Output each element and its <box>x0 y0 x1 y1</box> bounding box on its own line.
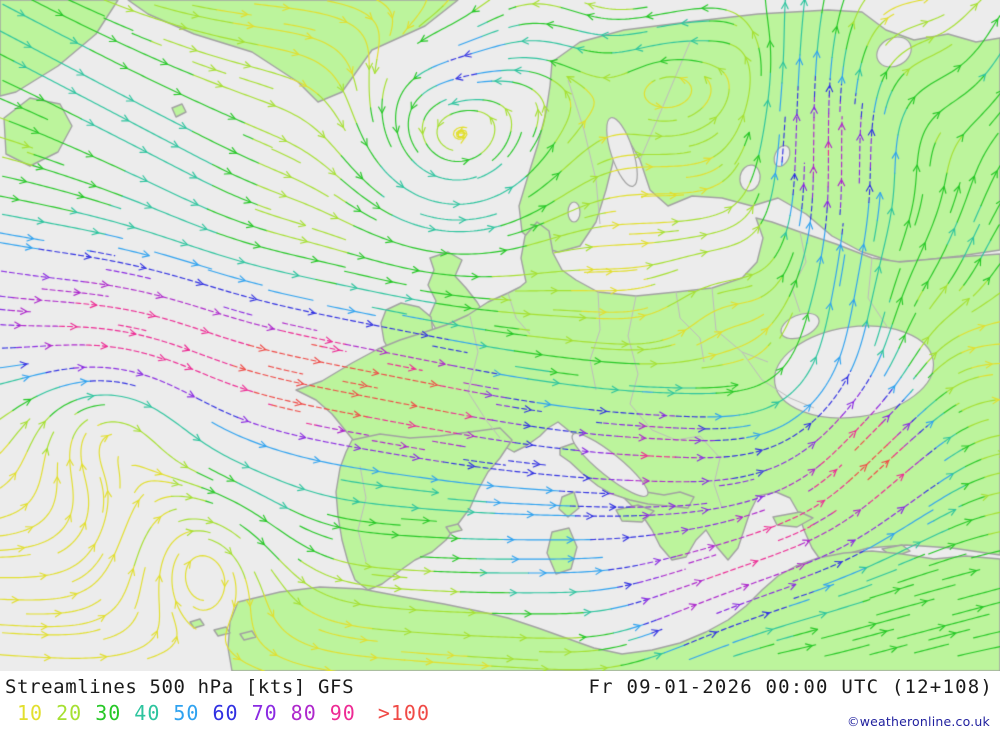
map-timestamp: Fr 09-01-2026 00:00 UTC (12+108) <box>588 676 993 698</box>
legend-value-gt100: >100 <box>377 701 431 725</box>
legend-value-40: 40 <box>134 701 161 725</box>
legend-value-70: 70 <box>251 701 278 725</box>
legend-value-30: 30 <box>95 701 122 725</box>
legend-value-60: 60 <box>212 701 239 725</box>
map-title: Streamlines 500 hPa [kts] GFS <box>5 676 355 698</box>
legend: 10 20 30 40 50 60 70 80 90 >100 <box>17 701 443 725</box>
copyright-text: ©weatheronline.co.uk <box>847 714 990 729</box>
legend-value-50: 50 <box>173 701 200 725</box>
weather-map-canvas <box>0 0 1000 671</box>
legend-value-10: 10 <box>17 701 44 725</box>
legend-value-80: 80 <box>290 701 317 725</box>
legend-value-20: 20 <box>56 701 83 725</box>
weather-map <box>0 0 1000 671</box>
legend-value-90: 90 <box>329 701 356 725</box>
map-footer: Streamlines 500 hPa [kts] GFS Fr 09-01-2… <box>0 671 1000 733</box>
